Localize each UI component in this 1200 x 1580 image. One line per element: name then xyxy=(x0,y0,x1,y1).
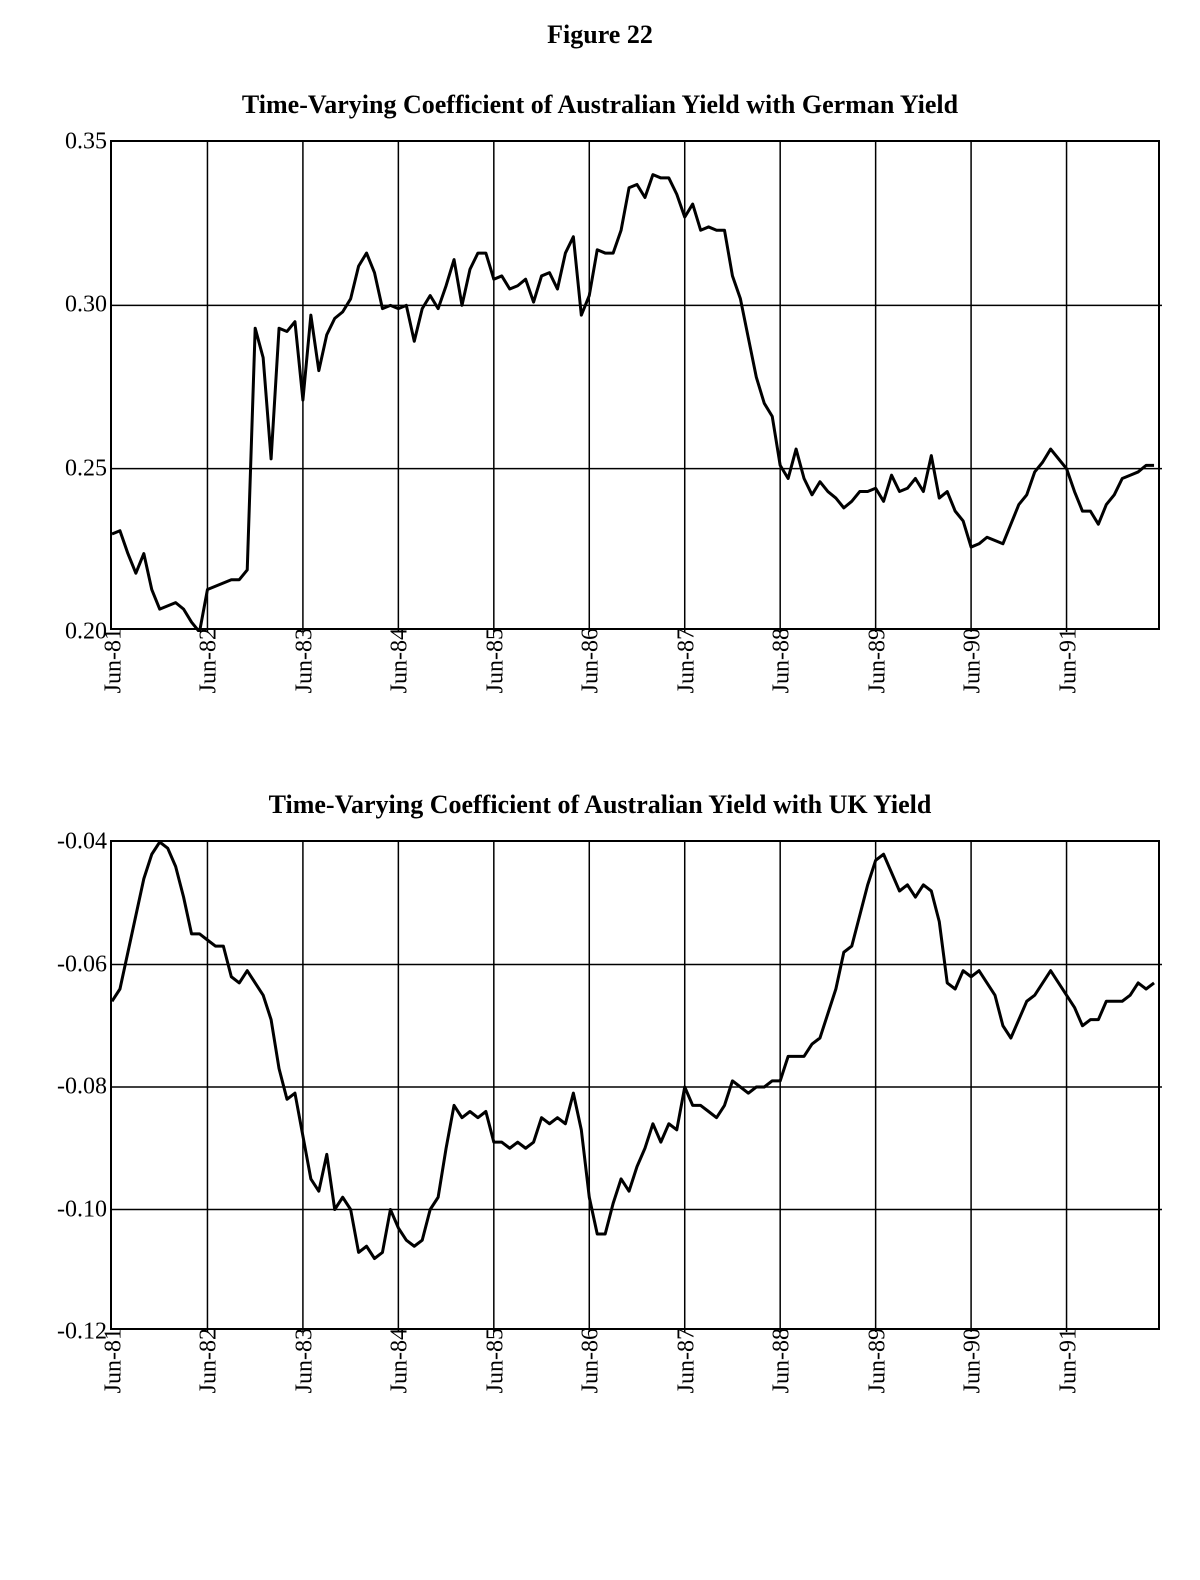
chart1-x-tick-label: Jun-89 xyxy=(860,628,891,693)
chart1: 0.200.250.300.35Jun-81Jun-82Jun-83Jun-84… xyxy=(110,140,1160,740)
chart1-plot-area: 0.200.250.300.35Jun-81Jun-82Jun-83Jun-84… xyxy=(110,140,1160,630)
chart2-svg xyxy=(112,842,1162,1332)
chart2-x-tick-label: Jun-90 xyxy=(956,1328,987,1393)
chart2-x-tick-label: Jun-87 xyxy=(669,1328,700,1393)
chart2: -0.12-0.10-0.08-0.06-0.04Jun-81Jun-82Jun… xyxy=(110,840,1160,1440)
chart1-x-tick-label: Jun-91 xyxy=(1051,628,1082,693)
chart1-series-line xyxy=(112,175,1154,632)
figure-label: Figure 22 xyxy=(40,20,1160,50)
chart1-x-tick-label: Jun-87 xyxy=(669,628,700,693)
chart2-x-tick-label: Jun-85 xyxy=(478,1328,509,1393)
chart1-x-tick-label: Jun-86 xyxy=(574,628,605,693)
chart1-svg xyxy=(112,142,1162,632)
chart2-series-line xyxy=(112,842,1154,1259)
chart2-x-tick-label: Jun-81 xyxy=(97,1328,128,1393)
chart1-title: Time-Varying Coefficient of Australian Y… xyxy=(40,90,1160,120)
chart2-x-tick-label: Jun-86 xyxy=(574,1328,605,1393)
chart1-x-tick-label: Jun-84 xyxy=(383,628,414,693)
chart1-x-tick-label: Jun-90 xyxy=(956,628,987,693)
chart2-x-tick-label: Jun-84 xyxy=(383,1328,414,1393)
chart1-y-tick-label: 0.35 xyxy=(65,129,112,156)
chart2-x-tick-label: Jun-89 xyxy=(860,1328,891,1393)
chart2-y-tick-label: -0.10 xyxy=(57,1196,112,1223)
chart2-y-tick-label: -0.08 xyxy=(57,1074,112,1101)
chart1-x-tick-label: Jun-85 xyxy=(478,628,509,693)
chart2-title: Time-Varying Coefficient of Australian Y… xyxy=(40,790,1160,820)
chart1-y-tick-label: 0.25 xyxy=(65,455,112,482)
chart1-x-tick-label: Jun-88 xyxy=(765,628,796,693)
chart2-x-tick-label: Jun-82 xyxy=(192,1328,223,1393)
chart2-x-tick-label: Jun-83 xyxy=(287,1328,318,1393)
chart2-x-tick-label: Jun-88 xyxy=(765,1328,796,1393)
chart2-y-tick-label: -0.04 xyxy=(57,829,112,856)
chart1-x-tick-label: Jun-82 xyxy=(192,628,223,693)
chart1-x-tick-label: Jun-81 xyxy=(97,628,128,693)
chart2-plot-area: -0.12-0.10-0.08-0.06-0.04Jun-81Jun-82Jun… xyxy=(110,840,1160,1330)
chart2-y-tick-label: -0.06 xyxy=(57,951,112,978)
chart2-x-tick-label: Jun-91 xyxy=(1051,1328,1082,1393)
chart1-y-tick-label: 0.30 xyxy=(65,292,112,319)
chart1-x-tick-label: Jun-83 xyxy=(287,628,318,693)
